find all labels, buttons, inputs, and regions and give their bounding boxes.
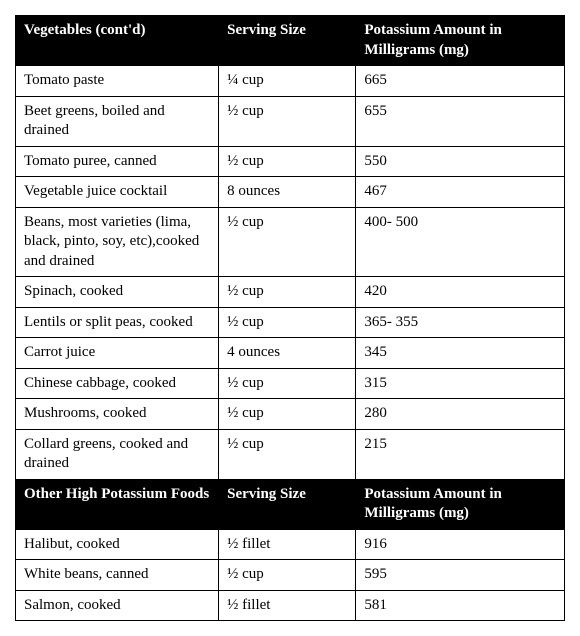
- cell-potassium: 916: [356, 529, 565, 560]
- table-row: Mushrooms, cooked½ cup280: [16, 399, 565, 430]
- table-row: Salmon, cooked½ fillet581: [16, 590, 565, 621]
- table-row: Beans, most varieties (lima, black, pint…: [16, 207, 565, 277]
- cell-serving: ¼ cup: [219, 66, 356, 97]
- cell-food: Collard greens, cooked and drained: [16, 429, 219, 479]
- cell-food: Tomato paste: [16, 66, 219, 97]
- cell-serving: ½ cup: [219, 399, 356, 430]
- cell-serving: ½ cup: [219, 429, 356, 479]
- cell-food: Vegetable juice cocktail: [16, 177, 219, 208]
- cell-food: Beet greens, boiled and drained: [16, 96, 219, 146]
- cell-potassium: 665: [356, 66, 565, 97]
- cell-serving: ½ cup: [219, 146, 356, 177]
- table-row: White beans, canned½ cup595: [16, 560, 565, 591]
- cell-potassium: 215: [356, 429, 565, 479]
- header-cell: Serving Size: [219, 479, 356, 529]
- cell-potassium: 365- 355: [356, 307, 565, 338]
- table-row: Halibut, cooked½ fillet916: [16, 529, 565, 560]
- header-cell: Other High Potassium Foods: [16, 479, 219, 529]
- table-body: Vegetables (cont'd)Serving SizePotassium…: [16, 16, 565, 621]
- cell-food: White beans, canned: [16, 560, 219, 591]
- cell-potassium: 315: [356, 368, 565, 399]
- cell-potassium: 400- 500: [356, 207, 565, 277]
- cell-serving: 8 ounces: [219, 177, 356, 208]
- section-header-row: Vegetables (cont'd)Serving SizePotassium…: [16, 16, 565, 66]
- cell-food: Salmon, cooked: [16, 590, 219, 621]
- cell-serving: ½ fillet: [219, 590, 356, 621]
- cell-food: Lentils or split peas, cooked: [16, 307, 219, 338]
- table-row: Beet greens, boiled and drained½ cup655: [16, 96, 565, 146]
- cell-food: Spinach, cooked: [16, 277, 219, 308]
- cell-potassium: 345: [356, 338, 565, 369]
- cell-food: Mushrooms, cooked: [16, 399, 219, 430]
- header-cell: Serving Size: [219, 16, 356, 66]
- table-row: Vegetable juice cocktail8 ounces467: [16, 177, 565, 208]
- cell-potassium: 550: [356, 146, 565, 177]
- cell-potassium: 467: [356, 177, 565, 208]
- section-header-row: Other High Potassium FoodsServing SizePo…: [16, 479, 565, 529]
- cell-serving: ½ cup: [219, 277, 356, 308]
- table-row: Collard greens, cooked and drained½ cup2…: [16, 429, 565, 479]
- cell-food: Halibut, cooked: [16, 529, 219, 560]
- cell-food: Tomato puree, canned: [16, 146, 219, 177]
- table-row: Carrot juice4 ounces345: [16, 338, 565, 369]
- cell-serving: ½ cup: [219, 368, 356, 399]
- table-row: Spinach, cooked½ cup420: [16, 277, 565, 308]
- cell-food: Carrot juice: [16, 338, 219, 369]
- cell-serving: ½ cup: [219, 560, 356, 591]
- cell-potassium: 655: [356, 96, 565, 146]
- nutrition-table: Vegetables (cont'd)Serving SizePotassium…: [15, 15, 565, 621]
- header-cell: Potassium Amount in Milligrams (mg): [356, 16, 565, 66]
- table-row: Lentils or split peas, cooked½ cup365- 3…: [16, 307, 565, 338]
- cell-serving: ½ fillet: [219, 529, 356, 560]
- cell-serving: ½ cup: [219, 96, 356, 146]
- header-cell: Potassium Amount in Milligrams (mg): [356, 479, 565, 529]
- cell-food: Beans, most varieties (lima, black, pint…: [16, 207, 219, 277]
- cell-food: Chinese cabbage, cooked: [16, 368, 219, 399]
- table-row: Chinese cabbage, cooked½ cup315: [16, 368, 565, 399]
- cell-potassium: 420: [356, 277, 565, 308]
- cell-serving: 4 ounces: [219, 338, 356, 369]
- cell-serving: ½ cup: [219, 307, 356, 338]
- table-row: Tomato puree, canned½ cup550: [16, 146, 565, 177]
- header-cell: Vegetables (cont'd): [16, 16, 219, 66]
- cell-potassium: 581: [356, 590, 565, 621]
- cell-potassium: 595: [356, 560, 565, 591]
- cell-potassium: 280: [356, 399, 565, 430]
- cell-serving: ½ cup: [219, 207, 356, 277]
- table-row: Tomato paste¼ cup665: [16, 66, 565, 97]
